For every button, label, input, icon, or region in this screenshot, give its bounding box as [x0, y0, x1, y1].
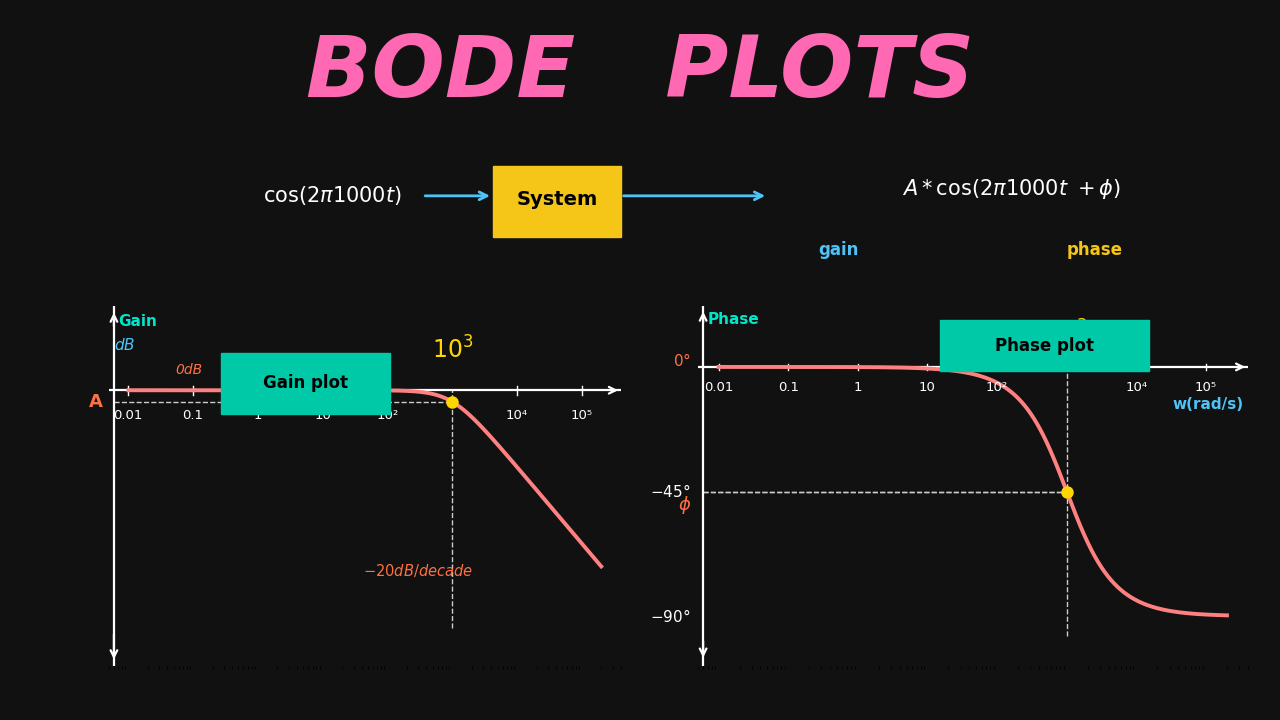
Text: 1: 1: [854, 381, 863, 394]
Text: Gain plot: Gain plot: [264, 374, 348, 392]
Text: 0dB: 0dB: [175, 363, 202, 377]
Text: 10⁵: 10⁵: [571, 410, 593, 423]
Text: System: System: [516, 190, 598, 210]
Text: Gain: Gain: [118, 314, 157, 328]
Text: 1: 1: [253, 410, 262, 423]
Text: A: A: [88, 393, 102, 411]
Text: 10²: 10²: [986, 381, 1009, 394]
Text: Phase plot: Phase plot: [995, 337, 1094, 355]
Text: 0.01: 0.01: [704, 381, 733, 394]
Text: $0°$: $0°$: [673, 351, 691, 369]
Text: $10^3$: $10^3$: [431, 336, 472, 364]
Text: w(rad/s): w(rad/s): [1172, 397, 1244, 413]
FancyBboxPatch shape: [940, 320, 1149, 371]
Text: 0.01: 0.01: [114, 410, 143, 423]
Text: $-90°$: $-90°$: [650, 608, 691, 625]
Text: gain: gain: [818, 241, 859, 259]
Text: phase: phase: [1066, 241, 1123, 259]
Text: 10: 10: [919, 381, 936, 394]
Text: $10^3$: $10^3$: [1046, 320, 1088, 348]
FancyBboxPatch shape: [221, 353, 390, 414]
Text: 0.1: 0.1: [183, 410, 204, 423]
Text: 0.1: 0.1: [778, 381, 799, 394]
Text: $\cos(2\pi 1000t)$: $\cos(2\pi 1000t)$: [264, 184, 402, 207]
Text: $-20dB/decade$: $-20dB/decade$: [364, 562, 474, 579]
Text: 10: 10: [314, 410, 332, 423]
Text: $A * \cos(2\pi 1000t\ + \phi)$: $A * \cos(2\pi 1000t\ + \phi)$: [901, 177, 1121, 202]
Text: 10²: 10²: [376, 410, 398, 423]
Text: $\phi$: $\phi$: [677, 495, 691, 516]
Text: 10⁴: 10⁴: [506, 410, 529, 423]
FancyBboxPatch shape: [493, 166, 621, 238]
Text: BODE   PLOTS: BODE PLOTS: [306, 32, 974, 115]
Text: 10⁴: 10⁴: [1125, 381, 1147, 394]
Text: Phase: Phase: [708, 312, 759, 327]
Text: 10⁵: 10⁵: [1196, 381, 1217, 394]
Text: $-45°$: $-45°$: [650, 483, 691, 500]
Text: $dB$: $dB$: [114, 337, 136, 353]
